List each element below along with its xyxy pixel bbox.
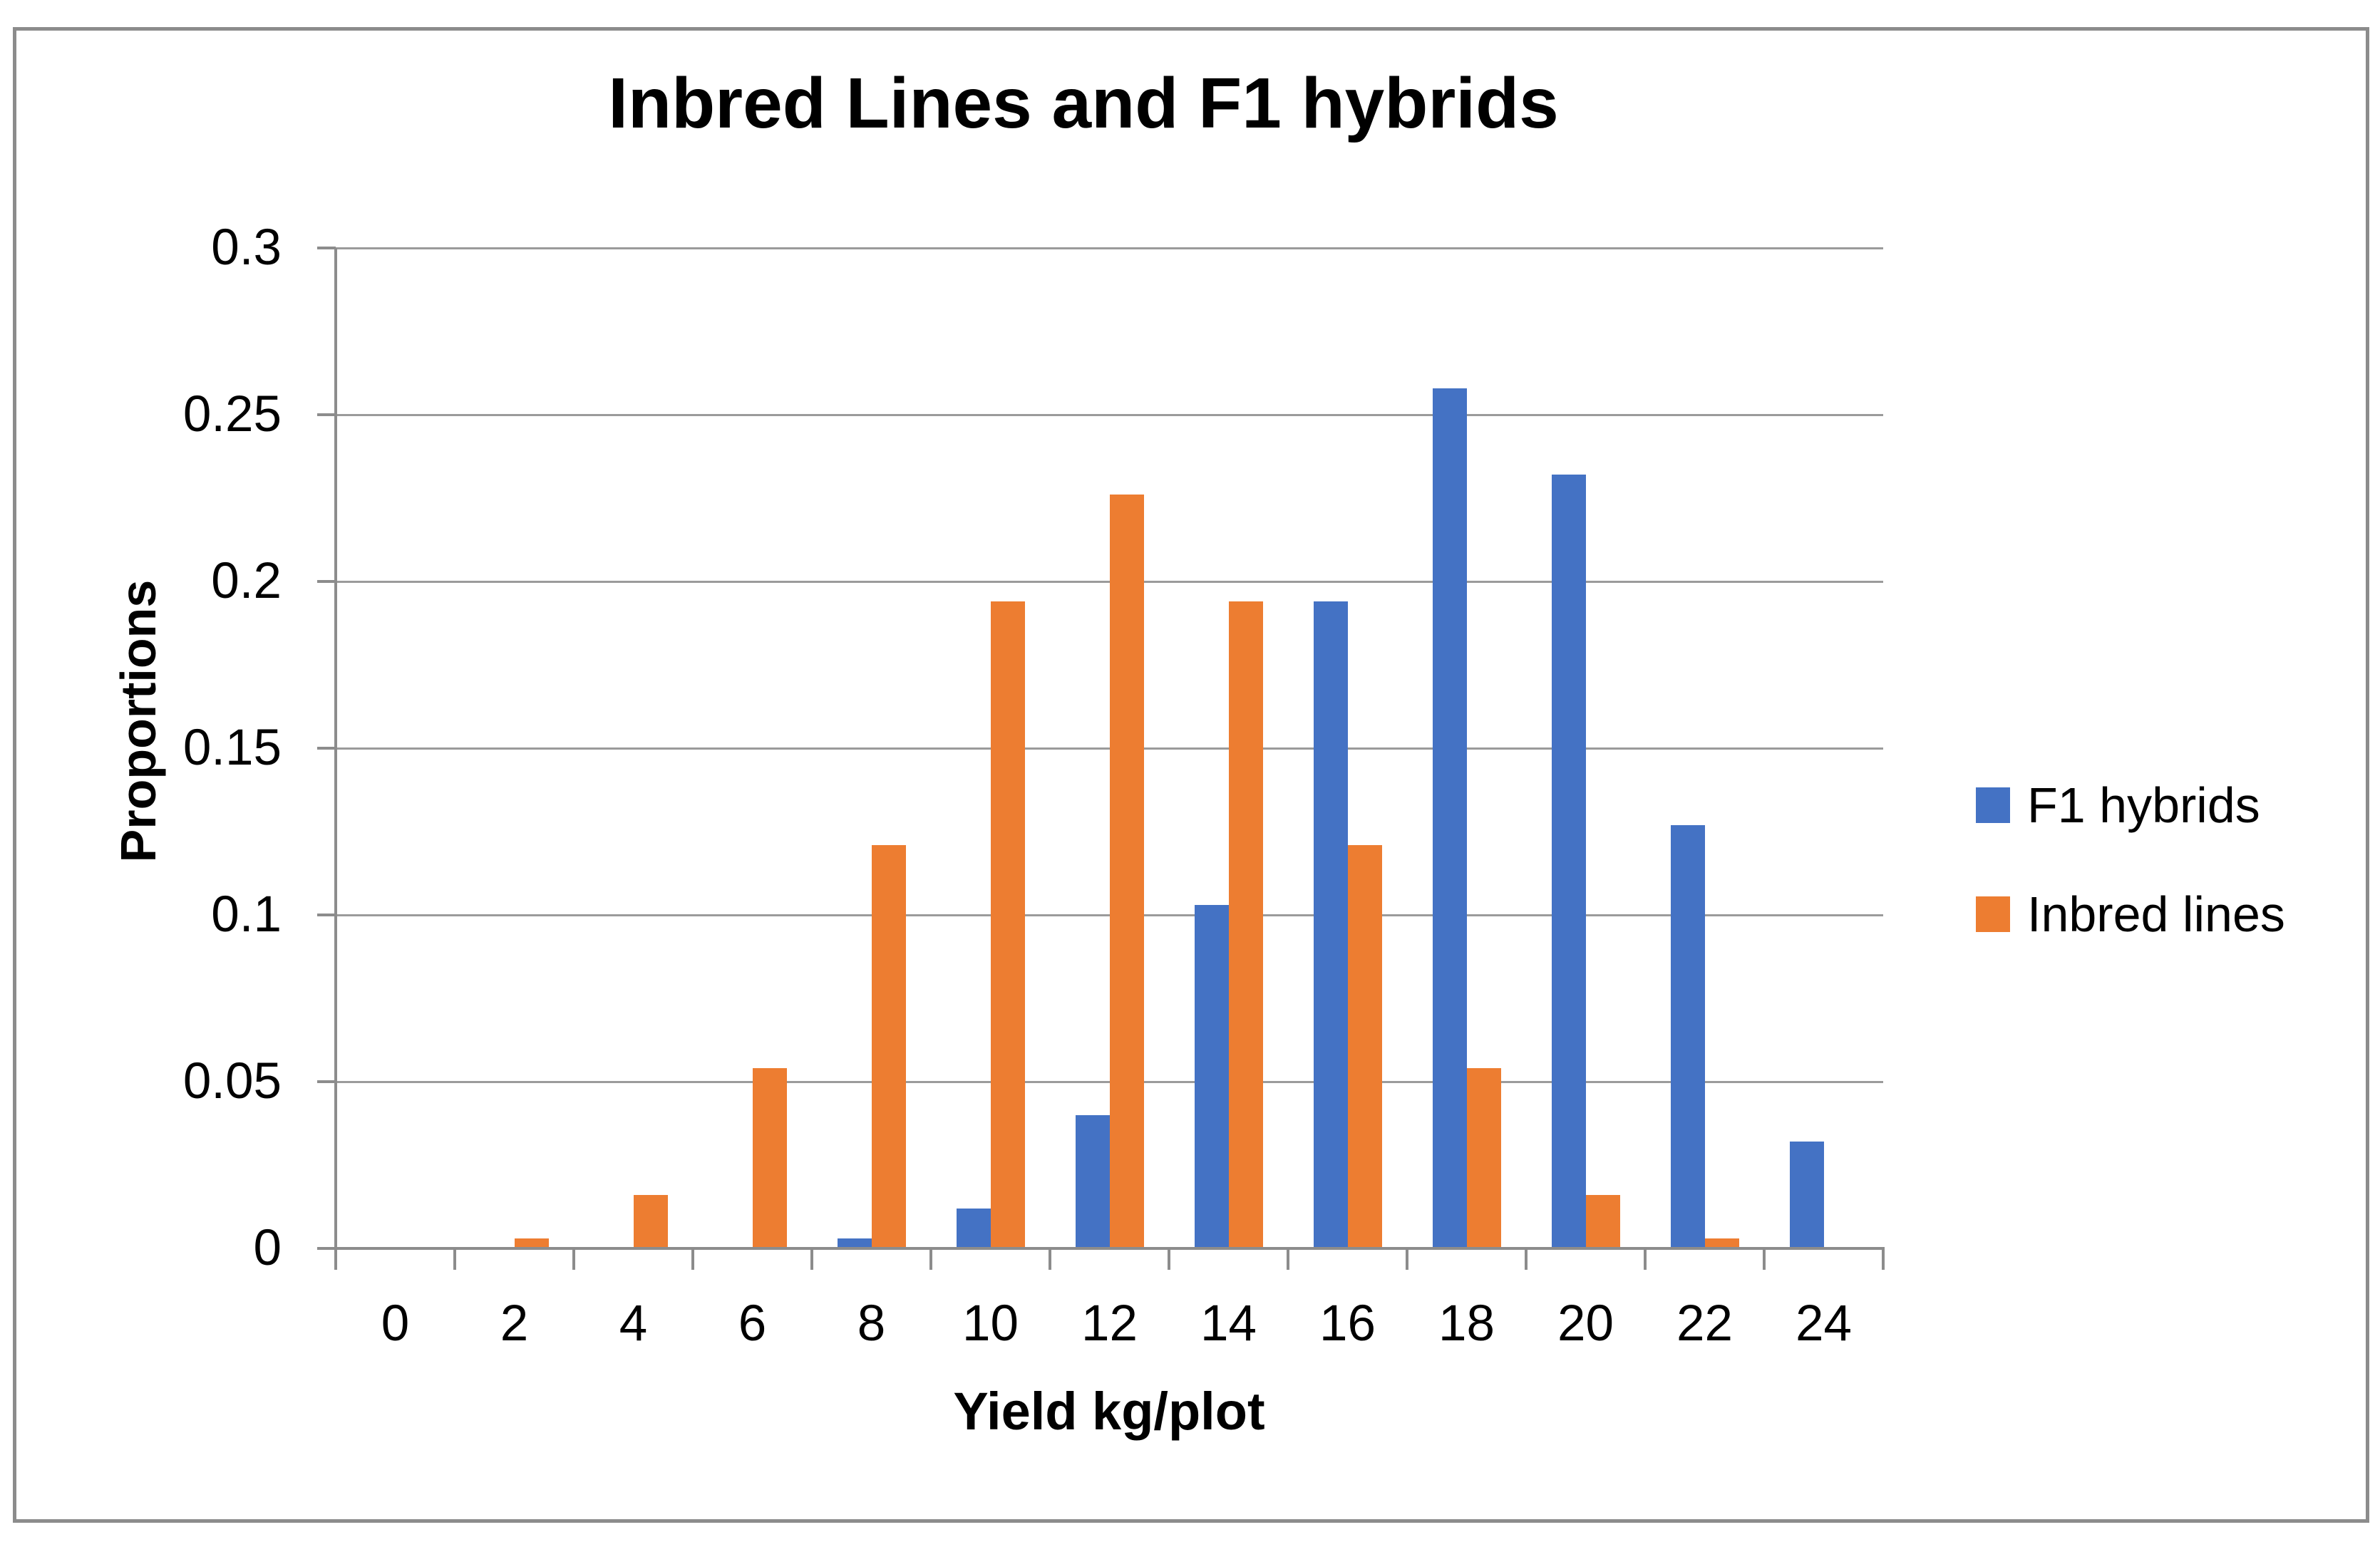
x-tick-mark [572,1248,575,1270]
y-tick-mark [317,580,336,583]
y-gridline [336,414,1883,416]
legend-label: Inbred lines [2027,886,2285,942]
y-tick-label: 0 [253,1220,282,1276]
x-tick-mark [1525,1248,1528,1270]
y-axis-title: Proportions [110,579,166,863]
bar-f1-hybrids-x8 [837,1238,872,1248]
y-tick-label: 0.1 [211,886,282,943]
x-tick-mark [1882,1248,1885,1270]
legend-entry-f1-hybrids: F1 hybrids [1976,780,2260,830]
y-tick-mark [317,914,336,916]
bar-f1-hybrids-x18 [1432,388,1467,1248]
bar-inbred-lines-x14 [1228,601,1263,1248]
x-tick-mark [929,1248,932,1270]
bar-inbred-lines-x8 [871,844,906,1248]
x-tick-mark [1644,1248,1647,1270]
bar-f1-hybrids-x24 [1789,1142,1824,1248]
x-tick-mark [453,1248,456,1270]
y-tick-label: 0.25 [182,386,282,443]
chart-title: Inbred Lines and F1 hybrids [608,63,1559,143]
x-tick-label: 24 [1796,1295,1852,1352]
y-tick-label: 0.2 [211,553,282,609]
y-tick-mark [317,1247,336,1250]
y-gridline [336,247,1883,249]
y-tick-mark [317,747,336,750]
chart-frame [13,27,2369,1523]
y-tick-label: 0.3 [211,219,282,276]
bar-f1-hybrids-x22 [1670,824,1705,1248]
legend-swatch-icon [1976,787,2010,823]
x-tick-label: 22 [1676,1295,1733,1352]
x-tick-label: 20 [1557,1295,1614,1352]
x-tick-mark [1406,1248,1408,1270]
x-axis-line [336,1247,1885,1250]
legend-label: F1 hybrids [2027,777,2260,833]
x-tick-mark [810,1248,813,1270]
x-tick-label: 18 [1438,1295,1495,1352]
x-tick-label: 4 [619,1295,648,1352]
x-tick-mark [1287,1248,1289,1270]
x-tick-mark [1168,1248,1170,1270]
x-tick-label: 6 [738,1295,767,1352]
legend-entry-inbred-lines: Inbred lines [1976,889,2285,939]
x-tick-mark [691,1248,694,1270]
x-tick-label: 0 [381,1295,410,1352]
bar-f1-hybrids-x10 [956,1208,991,1248]
x-tick-mark [1763,1248,1766,1270]
bar-inbred-lines-x6 [752,1068,787,1248]
x-tick-mark [334,1248,337,1270]
bar-f1-hybrids-x14 [1194,904,1229,1248]
y-tick-mark [317,1080,336,1083]
bar-inbred-lines-x12 [1109,495,1144,1248]
y-tick-mark [317,247,336,249]
x-tick-label: 14 [1200,1295,1257,1352]
x-tick-label: 16 [1319,1295,1376,1352]
x-axis-title: Yield kg/plot [953,1382,1265,1441]
bar-f1-hybrids-x20 [1551,475,1586,1248]
x-tick-label: 10 [962,1295,1019,1352]
y-axis-line [334,248,337,1248]
bar-inbred-lines-x18 [1466,1068,1501,1248]
x-tick-label: 12 [1081,1295,1138,1352]
bar-inbred-lines-x22 [1704,1238,1739,1248]
bar-inbred-lines-x2 [514,1238,549,1248]
legend-swatch-icon [1976,896,2010,932]
x-tick-mark [1049,1248,1051,1270]
x-tick-label: 2 [500,1295,529,1352]
x-tick-label: 8 [857,1295,886,1352]
y-tick-label: 0.15 [182,720,282,776]
legend: F1 hybrids Inbred lines [1976,0,2375,1542]
y-tick-label: 0.05 [182,1053,282,1109]
bar-f1-hybrids-x12 [1075,1114,1110,1248]
y-tick-mark [317,413,336,416]
bar-inbred-lines-x16 [1347,844,1382,1248]
bar-inbred-lines-x20 [1585,1195,1620,1248]
bar-inbred-lines-x10 [990,601,1025,1248]
bar-f1-hybrids-x16 [1313,601,1348,1248]
bar-inbred-lines-x4 [633,1195,668,1248]
